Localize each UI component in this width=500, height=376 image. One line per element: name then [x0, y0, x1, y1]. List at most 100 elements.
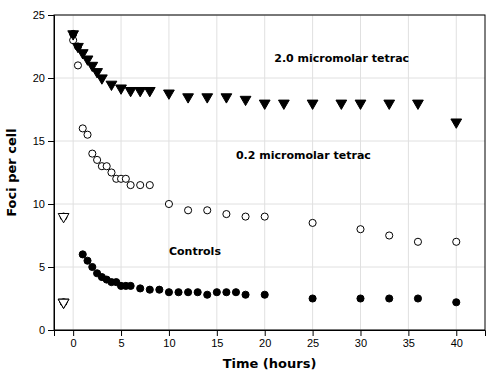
- grid-line-y: [54, 267, 485, 268]
- point: [89, 150, 96, 157]
- point: [213, 289, 220, 296]
- point: [58, 299, 69, 308]
- point: [261, 291, 268, 298]
- x-tick-mark: [169, 330, 170, 336]
- y-tick-mark: [48, 15, 54, 16]
- grid: [54, 15, 485, 330]
- point: [146, 286, 153, 293]
- grid-line-x: [168, 15, 169, 330]
- y-axis-title: Foci per cell: [4, 128, 19, 216]
- y-tick-label: 10: [33, 198, 45, 210]
- point: [357, 226, 364, 233]
- x-tick-label: 0: [71, 337, 77, 349]
- x-tick-label: 10: [163, 337, 175, 349]
- y-axis-line: [48, 16, 55, 331]
- y-tick-mark: [48, 141, 54, 142]
- x-tick: 35: [403, 330, 415, 349]
- point: [240, 96, 251, 105]
- x-tick-label: 25: [307, 337, 319, 349]
- x-tick: 0: [71, 330, 77, 349]
- x-tick-label: 20: [259, 337, 271, 349]
- x-tick: 5: [118, 330, 124, 349]
- point: [242, 291, 249, 298]
- point: [144, 87, 155, 96]
- point: [146, 182, 153, 189]
- plot-frame: [54, 15, 485, 330]
- y-tick-label: 25: [33, 9, 45, 21]
- x-tick-label: 5: [118, 337, 124, 349]
- y-tick: 0: [39, 324, 54, 336]
- point: [165, 200, 172, 207]
- point: [68, 31, 79, 40]
- grid-line-y: [54, 141, 485, 142]
- series: [60, 37, 460, 246]
- point: [355, 100, 366, 109]
- point: [336, 100, 347, 109]
- point: [261, 213, 268, 220]
- grid-line-x: [216, 15, 217, 330]
- x-tick-mark: [73, 330, 74, 336]
- y-axis: 0 5 10 15 20 25: [33, 9, 55, 336]
- grid-line-x: [73, 15, 74, 330]
- point: [413, 100, 424, 109]
- point: [202, 94, 213, 103]
- x-tick-label: 40: [451, 337, 463, 349]
- point: [165, 289, 172, 296]
- y-tick-label: 15: [33, 135, 45, 147]
- point: [89, 263, 96, 270]
- grid-line-y: [54, 78, 485, 79]
- point: [84, 257, 91, 264]
- point: [94, 156, 101, 163]
- point: [451, 119, 462, 128]
- point: [116, 85, 127, 94]
- point: [79, 125, 86, 132]
- point: [127, 182, 134, 189]
- y-tick-mark: [48, 78, 54, 79]
- annotation: 0.2 micromolar tetrac: [236, 149, 371, 162]
- x-tick: 10: [163, 330, 175, 349]
- point: [122, 175, 129, 182]
- point: [259, 100, 270, 109]
- point: [127, 282, 134, 289]
- y-tick-mark: [48, 267, 54, 268]
- point: [84, 131, 91, 138]
- y-tick-label: 0: [39, 324, 45, 336]
- point: [309, 295, 316, 302]
- point: [137, 285, 144, 292]
- y-tick-label: 5: [39, 261, 45, 273]
- x-tick-label: 35: [403, 337, 415, 349]
- x-tick: 20: [259, 330, 271, 349]
- point: [386, 232, 393, 239]
- x-tick-mark: [456, 330, 457, 336]
- point: [185, 207, 192, 214]
- x-tick-label: 30: [355, 337, 367, 349]
- point: [453, 299, 460, 306]
- series: [60, 30, 460, 306]
- x-tick-mark: [408, 330, 409, 336]
- x-tick-mark: [121, 330, 122, 336]
- point: [414, 295, 421, 302]
- marks: [58, 30, 461, 308]
- annotation: 2.0 micromolar tetrac: [274, 52, 409, 65]
- point: [125, 87, 136, 96]
- point: [103, 163, 110, 170]
- x-tick: 15: [211, 330, 223, 349]
- point: [204, 291, 211, 298]
- x-tick: 40: [451, 330, 463, 349]
- x-tick-mark: [360, 330, 361, 336]
- point: [223, 289, 230, 296]
- point: [156, 286, 163, 293]
- point: [307, 100, 318, 109]
- grid-line-x: [456, 15, 457, 330]
- point: [108, 169, 115, 176]
- point: [386, 295, 393, 302]
- point: [278, 100, 289, 109]
- x-tick-mark: [217, 330, 218, 336]
- point: [106, 81, 117, 90]
- y-tick: 10: [33, 198, 54, 210]
- point: [242, 213, 249, 220]
- y-tick: 20: [33, 72, 54, 84]
- grid-line-x: [264, 15, 265, 330]
- x-tick: 25: [307, 330, 319, 349]
- point: [414, 238, 421, 245]
